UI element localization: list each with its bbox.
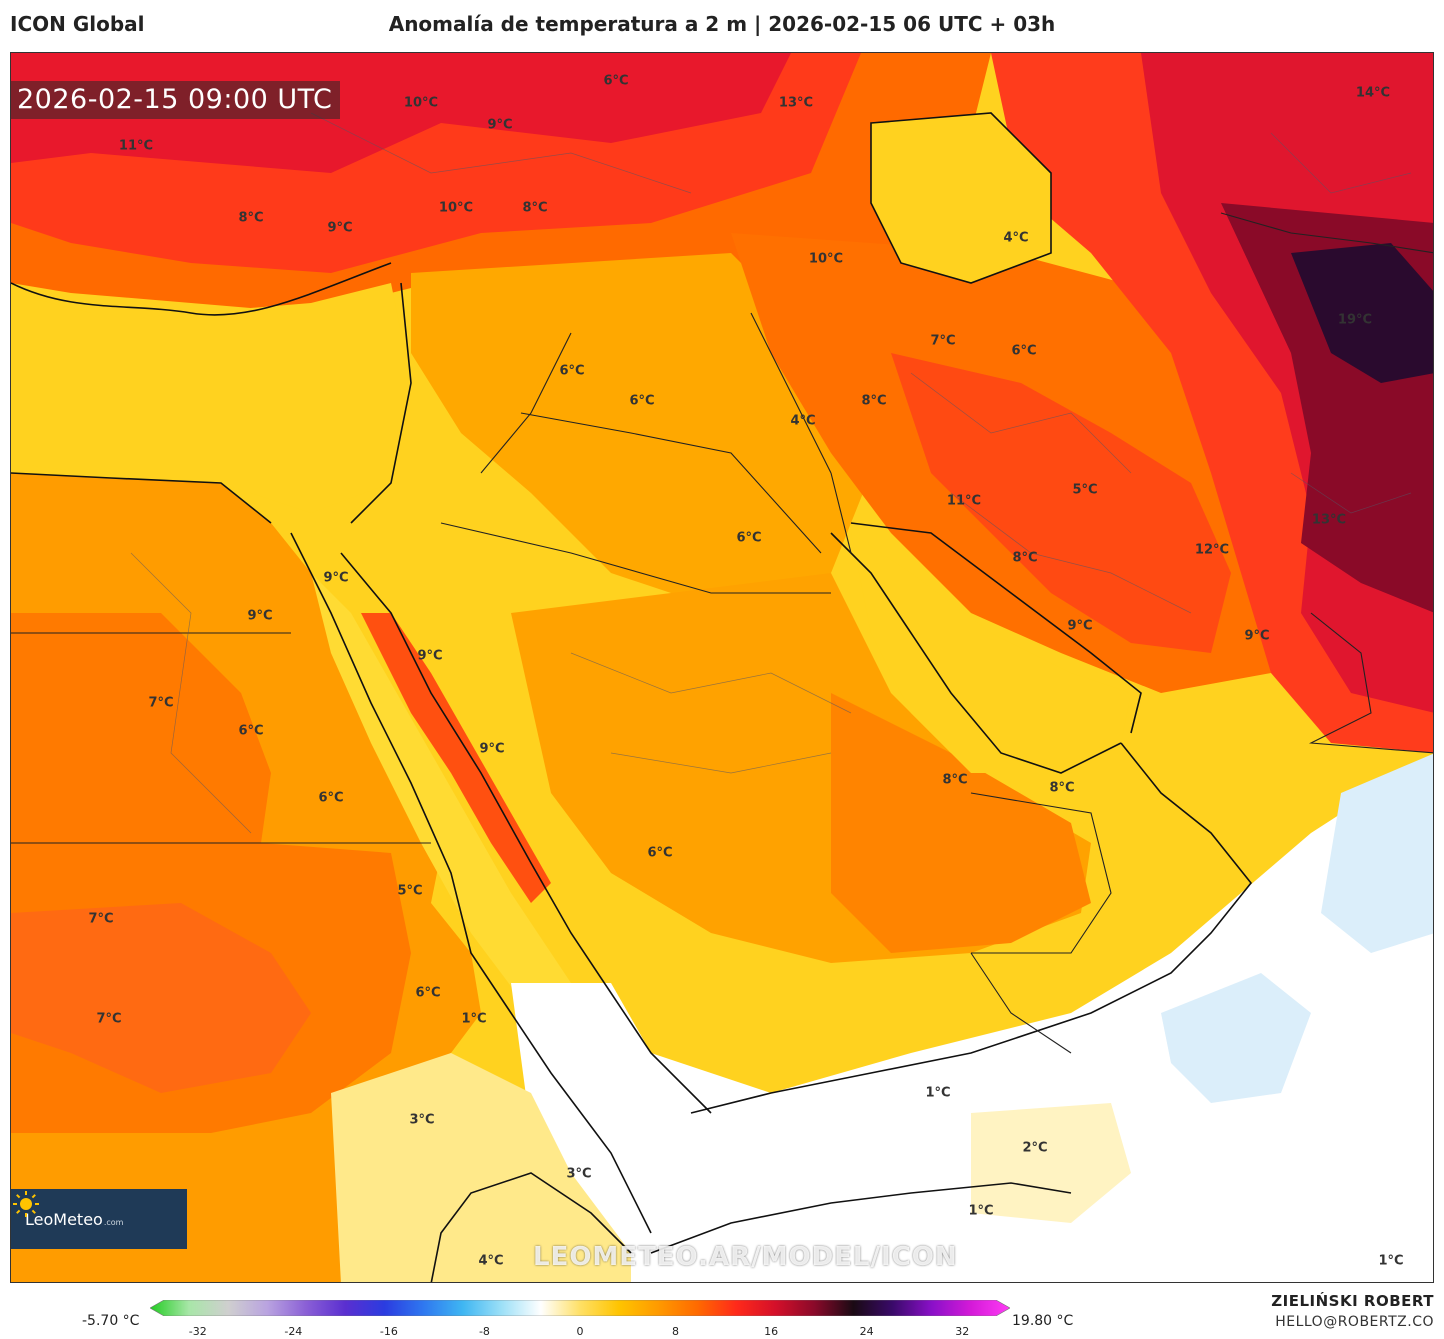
colorbar-tick-label: -16 [379, 1325, 398, 1338]
anomaly-region-gulf-of-aden [971, 1103, 1131, 1223]
temperature-value-label: 6°C [559, 363, 585, 379]
temperature-value-label: 1°C [461, 1011, 487, 1027]
watermark-url: LEOMETEO.AR/MODEL/ICON [533, 1242, 958, 1272]
temperature-value-label: 7°C [96, 1011, 122, 1027]
colorbar-tick-label: 8 [672, 1325, 680, 1338]
temperature-value-label: 8°C [861, 393, 887, 409]
temperature-value-label: 5°C [1072, 482, 1098, 498]
valid-time-label: 2026-02-15 09:00 UTC [11, 81, 341, 119]
temperature-value-label: 7°C [148, 695, 174, 711]
logo-text: LeoMeteo [25, 1209, 103, 1229]
temperature-value-label: 12°C [1194, 542, 1230, 558]
anomaly-region-cold-patch [1161, 973, 1311, 1103]
temperature-value-label: 1°C [1378, 1253, 1404, 1269]
temperature-value-label: 1°C [925, 1085, 951, 1101]
temperature-value-label: 3°C [566, 1166, 592, 1182]
temperature-value-label: 13°C [778, 95, 814, 111]
temperature-value-label: 10°C [808, 251, 844, 267]
province-borders [130, 112, 1412, 834]
model-name: ICON Global [10, 12, 145, 36]
temperature-value-label: 8°C [522, 200, 548, 216]
sun-icon [13, 1191, 39, 1217]
coastlines [11, 112, 1253, 1282]
temperature-value-label: 11°C [946, 493, 982, 509]
map-canvas [11, 53, 1433, 1282]
temperature-anomaly-map[interactable]: 2026-02-15 09:00 UTC 6°C 13°C 14°C 10°C 9°C 1… [10, 52, 1434, 1283]
temperature-value-label: 6°C [1011, 343, 1037, 359]
colorbar-tick-label: -32 [188, 1325, 207, 1338]
temperature-value-label: 9°C [1067, 618, 1093, 634]
temperature-value-label: 14°C [1355, 85, 1391, 101]
temperature-value-label: 3°C [409, 1112, 435, 1128]
mediterranean-sea [11, 283, 411, 513]
temperature-value-label: 9°C [487, 117, 513, 133]
temperature-value-label: 8°C [942, 772, 968, 788]
temperature-value-label: 9°C [1244, 628, 1270, 644]
anomaly-region-iraq [411, 253, 871, 613]
temperature-value-label: 8°C [1049, 780, 1075, 796]
colorbar-gradient [150, 1300, 1010, 1316]
temperature-value-label: 7°C [88, 911, 114, 927]
anomaly-region-sudan [11, 903, 311, 1093]
temperature-value-label: 6°C [603, 73, 629, 89]
author-name: ZIELIŃSKI ROBERT [1271, 1292, 1434, 1310]
temperature-value-label: 5°C [397, 883, 423, 899]
temperature-value-label: 9°C [479, 741, 505, 757]
temperature-value-label: 9°C [247, 608, 273, 624]
temperature-value-label: 6°C [415, 985, 441, 1001]
temperature-value-label: 6°C [629, 393, 655, 409]
colorbar-min-label: -5.70 °C [82, 1313, 140, 1329]
anomaly-region-pale-horn [331, 1053, 631, 1282]
temperature-value-label: 19°C [1337, 312, 1373, 328]
colorbar-tick-label: 0 [576, 1325, 584, 1338]
temperature-value-label: 4°C [478, 1253, 504, 1269]
anomaly-region-iran-hot [891, 353, 1231, 653]
temperature-value-label: 8°C [1012, 550, 1038, 566]
anomaly-region-peak [1291, 243, 1433, 383]
anomaly-region-arabian-sea [511, 754, 1433, 1282]
author-email[interactable]: HELLO@ROBERTZ.CO [1275, 1314, 1434, 1330]
temperature-value-label: 6°C [647, 845, 673, 861]
colorbar-tick-label: -8 [478, 1325, 490, 1338]
colorbar-tick-label: 32 [955, 1325, 970, 1338]
temperature-value-label: 9°C [323, 570, 349, 586]
anomaly-region-hejaz [361, 613, 551, 903]
temperature-value-label: 6°C [736, 530, 762, 546]
temperature-value-label: 9°C [417, 648, 443, 664]
colorbar-tick-label: -24 [284, 1325, 303, 1338]
temperature-value-label: 13°C [1311, 512, 1347, 528]
temperature-value-label: 11°C [118, 138, 154, 154]
temperature-value-label: 4°C [790, 413, 816, 429]
colorbar-tick-label: 24 [859, 1325, 874, 1338]
anomaly-region-cold-east [1321, 753, 1433, 953]
colorbar-max-label: 19.80 °C [1012, 1313, 1074, 1329]
leometeo-logo[interactable]: LeoMeteo .com [11, 1189, 187, 1249]
caspian-sea-region [871, 113, 1051, 283]
persian-gulf [851, 533, 1131, 773]
country-borders [11, 212, 1433, 1054]
colorbar-tick-label: 16 [764, 1325, 779, 1338]
temperature-value-label: 10°C [403, 95, 439, 111]
temperature-value-label: 7°C [930, 333, 956, 349]
temperature-value-label: 9°C [327, 220, 353, 236]
temperature-value-label: 6°C [318, 790, 344, 806]
temperature-value-label: 6°C [238, 723, 264, 739]
temperature-value-label: 1°C [968, 1203, 994, 1219]
colorbar [150, 1300, 1010, 1316]
map-title: Anomalía de temperatura a 2 m | 2026-02-… [388, 12, 1056, 36]
temperature-value-label: 4°C [1003, 230, 1029, 246]
temperature-value-label: 2°C [1022, 1140, 1048, 1156]
temperature-value-label: 8°C [238, 210, 264, 226]
anomaly-region-rub-al-khali [831, 693, 1091, 953]
logo-suffix: .com [103, 1217, 124, 1227]
temperature-value-label: 10°C [438, 200, 474, 216]
